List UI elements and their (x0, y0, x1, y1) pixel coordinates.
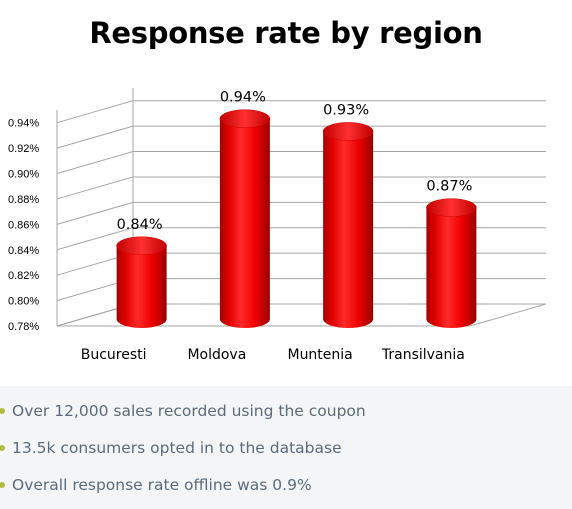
bullet-item: Over 12,000 sales recorded using the cou… (0, 398, 366, 435)
bar: 0.87% Transilvania (381, 179, 477, 363)
y-tick-label: 0.78% (8, 321, 39, 333)
bar-body (116, 245, 167, 329)
chart-panel: 0.78% 0.80% 0.82% 0.84% 0.86% 0.88% 0.90% 0.92%… (0, 0, 572, 386)
y-tick-label: 0.90% (8, 169, 39, 181)
bar: 0.84% Bucuresti (81, 217, 167, 363)
bar-top (219, 109, 271, 128)
axes: 0.78% 0.80% 0.82% 0.84% 0.86% 0.88% 0.90% 0.92%… (8, 88, 547, 333)
gridline (56, 125, 546, 149)
bar-top (322, 122, 374, 141)
bar: 0.94% Moldova (187, 90, 271, 363)
y-tick-label: 0.80% (8, 296, 39, 308)
gridline (56, 176, 546, 200)
bar-top (116, 236, 167, 256)
data-label: 0.87% (426, 179, 472, 195)
bullet-dot-icon (0, 445, 5, 451)
data-label: 0.94% (220, 90, 266, 106)
bullet-list: Over 12,000 sales recorded using the cou… (0, 398, 366, 509)
bar: 0.93% Muntenia (287, 102, 374, 363)
bullet-item: Overall response rate offline was 0.9% (0, 472, 366, 509)
bullet-text: Over 12,000 sales recorded using the cou… (12, 402, 366, 420)
data-label: 0.84% (117, 217, 163, 233)
bullet-text: Overall response rate offline was 0.9% (12, 476, 312, 494)
y-tick-label: 0.92% (8, 143, 39, 155)
bullet-dot-icon (0, 408, 5, 414)
gridline (56, 151, 546, 175)
chart-title: Response rate by region (89, 16, 483, 50)
bullet-dot-icon (0, 482, 5, 488)
y-tick-label: 0.88% (8, 194, 39, 206)
data-label: 0.93% (323, 102, 369, 118)
bullet-text: 13.5k consumers opted in to the database (12, 439, 342, 457)
gridline (56, 100, 546, 124)
x-tick-label: Bucuresti (81, 347, 147, 363)
chart-floor (56, 303, 547, 327)
bar-body (323, 131, 374, 329)
bar-body (219, 118, 270, 329)
bar-chart: 0.78% 0.80% 0.82% 0.84% 0.86% 0.88% 0.90% 0.92%… (8, 88, 547, 363)
bar-body (426, 207, 477, 329)
y-tick-label: 0.86% (8, 219, 39, 231)
y-tick-label: 0.84% (8, 245, 39, 257)
y-tick-label: 0.82% (8, 270, 39, 282)
x-tick-label: Muntenia (287, 347, 352, 363)
bar-top (426, 198, 477, 217)
bars: 0.84%Bucuresti0.94%Moldova0.93%Muntenia0… (81, 90, 477, 363)
x-tick-label: Transilvania (381, 347, 465, 363)
y-tick-label: 0.94% (8, 118, 39, 130)
x-tick-label: Moldova (187, 347, 246, 363)
bullet-item: 13.5k consumers opted in to the database (0, 435, 366, 472)
